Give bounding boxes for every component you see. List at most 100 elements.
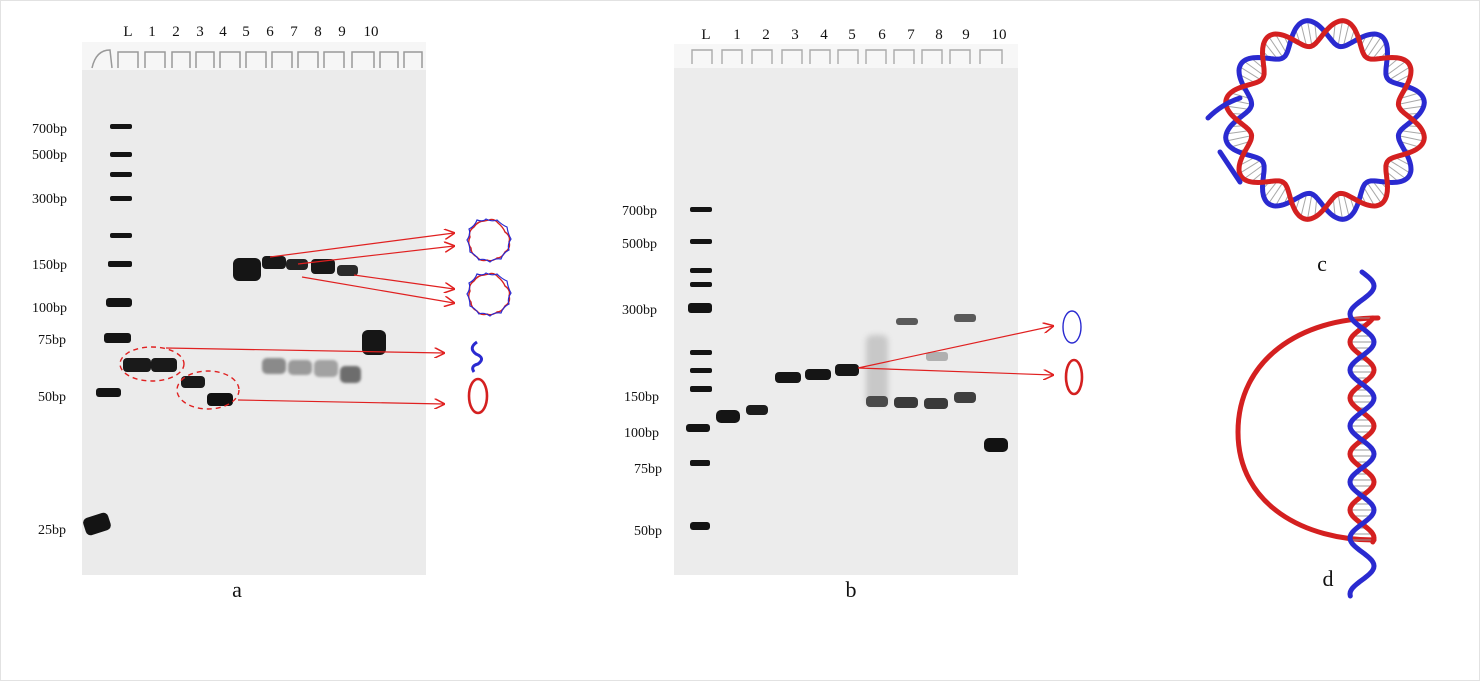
helix-rung bbox=[1337, 20, 1343, 46]
gel-a: L 1 2 3 4 5 6 7 8 9 10 700bp 500bp 300bp… bbox=[32, 24, 512, 602]
band-lane-3 bbox=[181, 376, 205, 388]
braided-ring-icon-bottom bbox=[466, 272, 512, 317]
size-marker: 25bp bbox=[38, 523, 66, 538]
blue-ring-icon bbox=[1062, 310, 1082, 344]
size-marker: 700bp bbox=[32, 122, 67, 137]
helix-rung bbox=[1385, 164, 1407, 180]
helix-rungs bbox=[1226, 20, 1424, 220]
band-lane-4 bbox=[207, 393, 233, 406]
ladder-band bbox=[690, 350, 712, 355]
arrow bbox=[269, 233, 454, 258]
ladder-band bbox=[106, 298, 132, 307]
ladder-band bbox=[690, 282, 712, 287]
lane-label: 5 bbox=[848, 27, 856, 43]
gel-a-well-strip bbox=[82, 42, 426, 70]
helix-rung bbox=[1300, 22, 1308, 47]
helix-rung bbox=[1342, 193, 1350, 218]
band-lane-6 bbox=[866, 396, 888, 407]
ladder-band bbox=[104, 333, 131, 343]
lane-label: 3 bbox=[196, 24, 204, 40]
lane-label: 1 bbox=[148, 24, 156, 40]
gel-a-arrows bbox=[165, 233, 454, 404]
dashed-circle-lanes-3-4 bbox=[176, 370, 240, 410]
gel-b-lane-labels: L 1 2 3 4 5 6 7 8 9 10 bbox=[701, 27, 1006, 43]
helix-rung bbox=[1388, 66, 1411, 81]
lane-label: 8 bbox=[935, 27, 943, 43]
ladder-band bbox=[690, 460, 710, 466]
helix-rung bbox=[1399, 140, 1420, 148]
arrow bbox=[857, 367, 1053, 375]
band-lane-8 bbox=[311, 259, 335, 274]
band-lane-5 bbox=[233, 258, 261, 281]
lane-label: 7 bbox=[290, 24, 298, 40]
helix-rung bbox=[1230, 140, 1251, 148]
gel-a-background bbox=[82, 42, 426, 575]
lane-label: 10 bbox=[992, 27, 1007, 43]
faint-band bbox=[262, 358, 286, 374]
band-lane-2 bbox=[151, 358, 177, 372]
band-lane-8-upper bbox=[926, 352, 948, 361]
helix-rung bbox=[1274, 33, 1288, 54]
ladder-band bbox=[110, 233, 132, 238]
band-lane-1 bbox=[123, 358, 151, 372]
size-marker: 700bp bbox=[622, 204, 657, 219]
helix-rung bbox=[1243, 164, 1265, 180]
ladder-band bbox=[96, 388, 121, 397]
gel-b-arrows bbox=[857, 326, 1053, 375]
faint-band bbox=[340, 366, 361, 383]
ladder-band bbox=[690, 368, 712, 373]
ladder-band bbox=[688, 303, 712, 313]
size-marker: 75bp bbox=[38, 333, 66, 348]
ladder-band bbox=[690, 522, 710, 530]
circle-strand-icon bbox=[467, 377, 489, 415]
ladder-band bbox=[690, 207, 712, 212]
size-marker: 100bp bbox=[32, 301, 67, 316]
size-marker: 300bp bbox=[32, 192, 67, 207]
helix-rung bbox=[1307, 194, 1313, 220]
helix-rung bbox=[1342, 22, 1350, 47]
band-lane-7-upper bbox=[896, 318, 918, 325]
helix-rung bbox=[1226, 135, 1252, 142]
panel-d-loop-helix: d bbox=[1235, 269, 1381, 599]
panel-label-d: d bbox=[1323, 566, 1334, 591]
blue-strand bbox=[1223, 18, 1427, 222]
faint-band bbox=[314, 360, 338, 377]
panel-label-a: a bbox=[232, 577, 242, 602]
lane-label: L bbox=[123, 24, 132, 40]
faint-band bbox=[288, 360, 312, 375]
arrow bbox=[237, 400, 444, 404]
band-lane-2 bbox=[746, 405, 768, 415]
band-lane-10 bbox=[362, 330, 386, 355]
blue-strand-tail bbox=[1205, 95, 1243, 121]
band-lane-5 bbox=[835, 364, 859, 376]
arrow bbox=[297, 246, 454, 265]
red-loop bbox=[1235, 315, 1381, 543]
band-lane-6 bbox=[262, 256, 286, 269]
gel-b-well-strip bbox=[674, 44, 1018, 68]
gel-b-ladder-bands bbox=[686, 207, 712, 530]
gel-b-background bbox=[674, 44, 1018, 575]
helix-rung bbox=[1362, 33, 1376, 54]
helix-rung bbox=[1372, 180, 1387, 199]
helix-rung bbox=[1239, 66, 1262, 81]
lane-label: 4 bbox=[820, 27, 828, 43]
arrow bbox=[165, 347, 444, 353]
helix-rung bbox=[1274, 186, 1288, 207]
ladder-band bbox=[690, 239, 712, 244]
lane-label: 8 bbox=[314, 24, 322, 40]
ladder-band bbox=[690, 386, 712, 392]
gel-a-size-markers: 700bp 500bp 300bp 150bp 100bp 75bp 50bp … bbox=[32, 122, 67, 538]
gel-b-sample-bands bbox=[716, 314, 1008, 452]
helix-rung bbox=[1388, 159, 1411, 174]
ladder-band bbox=[110, 152, 132, 157]
gel-b-wells bbox=[691, 49, 1003, 64]
helix-rung bbox=[1263, 180, 1278, 199]
helix-rung bbox=[1268, 181, 1284, 204]
size-marker: 300bp bbox=[622, 303, 657, 318]
lane-label: 2 bbox=[762, 27, 770, 43]
band-lane-7 bbox=[894, 397, 918, 408]
ladder-band bbox=[108, 261, 132, 267]
ladder-band bbox=[110, 172, 132, 177]
lane-label: 9 bbox=[962, 27, 970, 43]
band-lane-9 bbox=[337, 265, 358, 276]
